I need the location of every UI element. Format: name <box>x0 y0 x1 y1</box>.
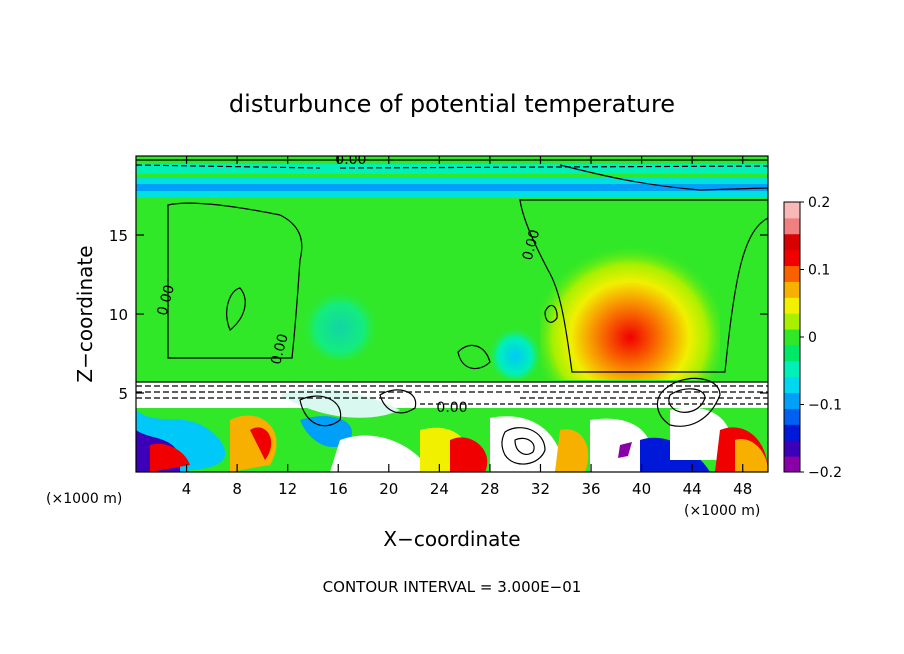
colorbar-swatch <box>784 202 800 219</box>
cool-blob <box>300 280 380 360</box>
contour-label: 0.00 <box>436 400 467 416</box>
colorbar-swatch <box>784 329 800 346</box>
colorbar-swatch <box>784 313 800 330</box>
contour-label: 0.00 <box>335 152 366 168</box>
colorbar-swatch <box>784 376 800 394</box>
colorbar-swatch <box>784 344 800 362</box>
contour-lines <box>136 159 768 465</box>
lower-anomaly <box>330 435 430 472</box>
chart-title: disturbunce of potential temperature <box>229 90 675 118</box>
x-unit-right: (×1000 m) <box>684 503 760 519</box>
x-tick-label: 28 <box>480 480 499 498</box>
y-axis-label: Z−coordinate <box>73 245 97 382</box>
x-tick-label: 8 <box>232 480 242 498</box>
colorbar-swatch <box>784 297 800 314</box>
lower-anomaly <box>555 429 589 472</box>
upper-cool-band-core <box>136 184 768 191</box>
top-cyan-band <box>136 164 768 174</box>
lower-anomaly <box>280 388 400 418</box>
colorbar-swatch <box>784 424 800 441</box>
colorbar-tick-label: 0.1 <box>808 263 830 279</box>
y-tick-label: 10 <box>109 306 128 324</box>
y-axis: 5 10 15 <box>109 227 768 403</box>
lower-anomaly <box>300 416 352 448</box>
x-axis: 4 8 12 16 20 24 28 32 36 40 44 48 <box>182 156 752 498</box>
colorbar-swatch <box>784 249 800 267</box>
colorbar: 0.2 0.1 0 −0.1 −0.2 <box>783 195 842 481</box>
colorbar-swatch <box>784 408 800 425</box>
contour-label: 0.00 <box>268 332 292 366</box>
colorbar-swatch <box>784 456 800 473</box>
x-tick-label: 40 <box>632 480 651 498</box>
warm-blob <box>540 210 720 380</box>
colorbar-tick-label: 0 <box>808 330 817 346</box>
lower-anomaly <box>618 442 632 458</box>
lower-anomaly <box>250 427 272 460</box>
x-tick-label: 44 <box>683 480 702 498</box>
x-tick-label: 36 <box>581 480 600 498</box>
colorbar-tick-label: −0.1 <box>808 398 842 414</box>
contour-labels: 0.00 0.00 0.00 0.00 0.00 <box>155 152 544 416</box>
x-tick-label: 4 <box>182 480 192 498</box>
colorbar-swatch <box>784 217 800 235</box>
x-tick-label: 20 <box>379 480 398 498</box>
cool-blob <box>487 320 543 380</box>
contour-label: 0.00 <box>520 228 544 262</box>
contour-label: 0.00 <box>155 283 179 317</box>
x-tick-label: 24 <box>430 480 449 498</box>
lower-anomaly <box>150 443 190 472</box>
plot-area: 0.00 0.00 0.00 0.00 0.00 <box>136 152 768 472</box>
colorbar-swatch <box>784 265 800 282</box>
x-unit-left: (×1000 m) <box>46 491 122 507</box>
lower-anomaly <box>450 437 488 472</box>
contour-interval-note: CONTOUR INTERVAL = 3.000E−01 <box>323 578 582 596</box>
colorbar-swatch <box>784 360 800 378</box>
colorbar-swatch <box>784 392 800 409</box>
colorbar-swatch <box>784 233 800 251</box>
x-tick-label: 16 <box>329 480 348 498</box>
x-tick-label: 12 <box>278 480 297 498</box>
colorbar-tick-label: 0.2 <box>808 195 830 211</box>
x-tick-label: 48 <box>733 480 752 498</box>
colorbar-tick-label: −0.2 <box>808 465 842 481</box>
lower-anomaly <box>670 407 732 460</box>
y-tick-label: 5 <box>118 385 128 403</box>
colorbar-swatch <box>784 440 800 457</box>
x-axis-label: X−coordinate <box>383 527 520 551</box>
lower-anomaly <box>735 439 768 472</box>
colorbar-swatch <box>784 281 800 298</box>
x-tick-label: 32 <box>531 480 550 498</box>
y-tick-label: 15 <box>109 227 128 245</box>
